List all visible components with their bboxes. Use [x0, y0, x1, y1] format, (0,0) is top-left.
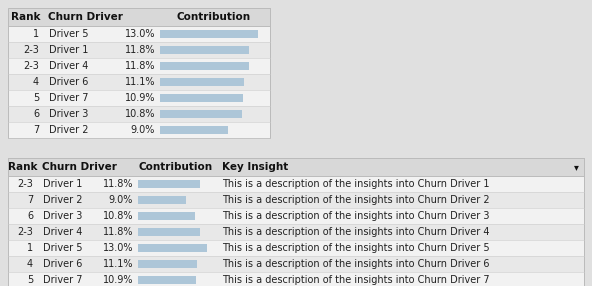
FancyBboxPatch shape [8, 256, 584, 272]
FancyBboxPatch shape [8, 122, 270, 138]
FancyBboxPatch shape [8, 74, 270, 90]
Text: Driver 1: Driver 1 [43, 179, 82, 189]
FancyBboxPatch shape [8, 58, 270, 74]
FancyBboxPatch shape [8, 42, 270, 58]
Text: 1: 1 [27, 243, 33, 253]
FancyBboxPatch shape [160, 62, 249, 70]
Text: Churn Driver: Churn Driver [42, 162, 117, 172]
FancyBboxPatch shape [8, 8, 270, 26]
Text: 4: 4 [33, 77, 39, 87]
FancyBboxPatch shape [160, 110, 242, 118]
Text: Contribution: Contribution [177, 12, 251, 22]
Text: This is a description of the insights into Churn Driver 3: This is a description of the insights in… [222, 211, 490, 221]
Text: This is a description of the insights into Churn Driver 1: This is a description of the insights in… [222, 179, 490, 189]
FancyBboxPatch shape [8, 26, 270, 42]
FancyBboxPatch shape [160, 78, 244, 86]
Text: Driver 4: Driver 4 [43, 227, 82, 237]
Text: Rank: Rank [8, 162, 38, 172]
Text: 9.0%: 9.0% [131, 125, 155, 135]
Text: 11.8%: 11.8% [124, 45, 155, 55]
Text: This is a description of the insights into Churn Driver 2: This is a description of the insights in… [222, 195, 490, 205]
FancyBboxPatch shape [8, 158, 584, 176]
Text: 13.0%: 13.0% [102, 243, 133, 253]
Text: Driver 6: Driver 6 [43, 259, 82, 269]
FancyBboxPatch shape [160, 30, 259, 38]
Text: This is a description of the insights into Churn Driver 7: This is a description of the insights in… [222, 275, 490, 285]
Text: 5: 5 [33, 93, 39, 103]
Text: 11.8%: 11.8% [102, 227, 133, 237]
Text: This is a description of the insights into Churn Driver 5: This is a description of the insights in… [222, 243, 490, 253]
Text: This is a description of the insights into Churn Driver 6: This is a description of the insights in… [222, 259, 490, 269]
Text: Driver 1: Driver 1 [49, 45, 88, 55]
Text: 11.1%: 11.1% [124, 77, 155, 87]
FancyBboxPatch shape [138, 228, 200, 236]
FancyBboxPatch shape [8, 224, 584, 240]
FancyBboxPatch shape [8, 272, 584, 286]
Text: 11.8%: 11.8% [124, 61, 155, 71]
Text: Rank: Rank [11, 12, 41, 22]
Text: 10.8%: 10.8% [102, 211, 133, 221]
Text: Key Insight: Key Insight [222, 162, 288, 172]
FancyBboxPatch shape [8, 8, 270, 138]
FancyBboxPatch shape [160, 94, 243, 102]
Text: 6: 6 [27, 211, 33, 221]
Text: 10.9%: 10.9% [102, 275, 133, 285]
FancyBboxPatch shape [8, 240, 584, 256]
FancyBboxPatch shape [8, 158, 584, 286]
Text: 2-3: 2-3 [23, 45, 39, 55]
FancyBboxPatch shape [138, 276, 195, 284]
FancyBboxPatch shape [138, 180, 200, 188]
FancyBboxPatch shape [8, 176, 584, 192]
Text: Driver 7: Driver 7 [43, 275, 82, 285]
Text: 2-3: 2-3 [23, 61, 39, 71]
FancyBboxPatch shape [8, 90, 270, 106]
Text: Driver 2: Driver 2 [49, 125, 88, 135]
Text: This is a description of the insights into Churn Driver 4: This is a description of the insights in… [222, 227, 490, 237]
Text: ▾: ▾ [574, 162, 579, 172]
Text: Contribution: Contribution [139, 162, 213, 172]
Text: 11.1%: 11.1% [102, 259, 133, 269]
FancyBboxPatch shape [160, 126, 228, 134]
Text: Driver 4: Driver 4 [49, 61, 88, 71]
Text: 4: 4 [27, 259, 33, 269]
FancyBboxPatch shape [8, 106, 270, 122]
Text: 1: 1 [33, 29, 39, 39]
Text: 2-3: 2-3 [17, 179, 33, 189]
Text: 7: 7 [27, 195, 33, 205]
FancyBboxPatch shape [8, 192, 584, 208]
Text: 10.8%: 10.8% [124, 109, 155, 119]
FancyBboxPatch shape [138, 196, 185, 204]
Text: 10.9%: 10.9% [124, 93, 155, 103]
Text: 6: 6 [33, 109, 39, 119]
Text: Driver 2: Driver 2 [43, 195, 82, 205]
FancyBboxPatch shape [138, 260, 197, 268]
Text: 5: 5 [27, 275, 33, 285]
Text: 11.8%: 11.8% [102, 179, 133, 189]
Text: 7: 7 [33, 125, 39, 135]
Text: 9.0%: 9.0% [108, 195, 133, 205]
Text: Driver 3: Driver 3 [49, 109, 88, 119]
FancyBboxPatch shape [138, 212, 195, 220]
Text: Driver 7: Driver 7 [49, 93, 88, 103]
Text: Driver 6: Driver 6 [49, 77, 88, 87]
FancyBboxPatch shape [138, 244, 207, 252]
Text: Driver 3: Driver 3 [43, 211, 82, 221]
Text: 13.0%: 13.0% [124, 29, 155, 39]
FancyBboxPatch shape [8, 208, 584, 224]
Text: 2-3: 2-3 [17, 227, 33, 237]
Text: Driver 5: Driver 5 [49, 29, 88, 39]
FancyBboxPatch shape [160, 46, 249, 54]
Text: Churn Driver: Churn Driver [48, 12, 123, 22]
Text: Driver 5: Driver 5 [43, 243, 82, 253]
